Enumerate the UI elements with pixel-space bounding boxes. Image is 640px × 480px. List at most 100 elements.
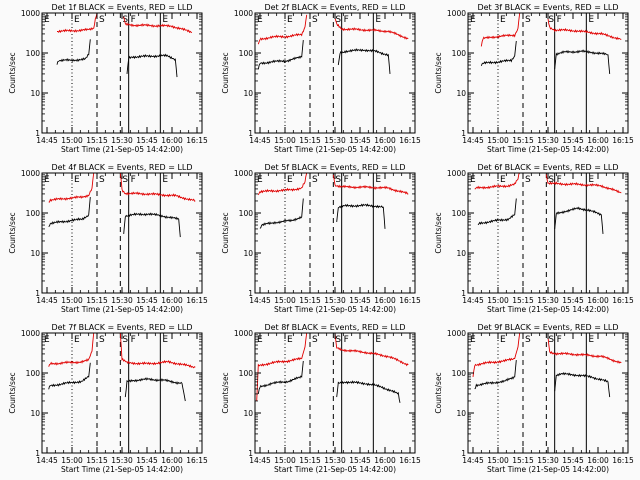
x-tick-label: 14:45 xyxy=(249,456,271,465)
y-tick-label: 100 xyxy=(452,369,467,378)
marker-label-s: S xyxy=(99,335,105,345)
y-tick-label: 100 xyxy=(452,209,467,218)
x-tick-label: 15:15 xyxy=(299,296,321,305)
y-tick-label: 1 xyxy=(35,449,40,458)
x-tick-label: 16:15 xyxy=(399,296,421,305)
x-tick-label: 15:45 xyxy=(562,456,584,465)
y-tick-label: 1 xyxy=(461,449,466,458)
y-tick-label: 10 xyxy=(456,89,466,98)
x-axis-label: Start Time (21-Sep-05 14:42:00) xyxy=(487,465,609,474)
x-tick-label: 15:00 xyxy=(274,456,296,465)
y-tick-label: 10 xyxy=(30,249,40,258)
y-tick-label: 1 xyxy=(35,129,40,138)
x-tick-label: 15:30 xyxy=(111,456,133,465)
y-tick-label: 1000 xyxy=(21,329,40,338)
events-series-line xyxy=(336,380,401,403)
x-tick-label: 15:15 xyxy=(86,136,108,145)
y-tick-label: 1 xyxy=(248,289,253,298)
marker-label-s: S xyxy=(548,335,554,345)
marker-label-s: S xyxy=(525,335,531,345)
x-tick-label: 16:00 xyxy=(161,456,183,465)
plot-frame xyxy=(467,332,629,454)
lld-series-line xyxy=(119,172,196,202)
panel-title: Det 1f BLACK = Events, RED = LLD xyxy=(51,3,192,12)
marker-label-s: S xyxy=(122,175,128,185)
x-tick-label: 15:15 xyxy=(86,456,108,465)
marker-label-f: F xyxy=(557,15,562,25)
x-tick-label: 16:15 xyxy=(186,136,208,145)
marker-label-s: S xyxy=(99,175,105,185)
plot-frame xyxy=(41,172,203,294)
x-axis-label: Start Time (21-Sep-05 14:42:00) xyxy=(274,465,396,474)
lld-series-line xyxy=(119,332,196,369)
x-tick-label: 14:45 xyxy=(36,296,58,305)
marker-label-e: E xyxy=(500,175,506,185)
lld-series-line xyxy=(334,17,409,40)
marker-label-e: E xyxy=(162,335,168,345)
marker-label-e: E xyxy=(44,175,50,185)
marker-label-s: S xyxy=(548,15,554,25)
x-axis-label: Start Time (21-Sep-05 14:42:00) xyxy=(274,305,396,314)
marker-label-e: E xyxy=(162,15,168,25)
marker-label-s: S xyxy=(312,175,318,185)
x-tick-label: 14:45 xyxy=(249,136,271,145)
x-tick-label: 15:15 xyxy=(512,136,534,145)
x-tick-label: 15:45 xyxy=(136,136,158,145)
x-tick-label: 16:00 xyxy=(161,136,183,145)
y-tick-label: 100 xyxy=(239,49,254,58)
x-tick-label: 16:15 xyxy=(186,456,208,465)
y-tick-label: 10 xyxy=(456,409,466,418)
events-series-line xyxy=(259,198,304,229)
x-tick-label: 15:30 xyxy=(324,136,346,145)
marker-label-e: E xyxy=(74,15,80,25)
y-tick-label: 10 xyxy=(243,409,253,418)
lld-series-line xyxy=(545,174,622,194)
x-tick-label: 15:00 xyxy=(61,296,83,305)
marker-label-e: E xyxy=(375,335,381,345)
marker-label-e: E xyxy=(500,335,506,345)
x-tick-label: 15:45 xyxy=(136,456,158,465)
x-tick-label: 14:45 xyxy=(249,296,271,305)
marker-label-e: E xyxy=(74,335,80,345)
y-tick-label: 10 xyxy=(243,89,253,98)
x-tick-label: 15:00 xyxy=(274,296,296,305)
x-tick-label: 16:15 xyxy=(612,296,634,305)
y-tick-label: 10 xyxy=(456,249,466,258)
y-tick-label: 10 xyxy=(30,89,40,98)
lld-series-line xyxy=(332,174,409,195)
panel-title: Det 8f BLACK = Events, RED = LLD xyxy=(264,323,405,332)
x-tick-label: 15:30 xyxy=(111,136,133,145)
panel-title: Det 9f BLACK = Events, RED = LLD xyxy=(477,323,618,332)
x-tick-label: 16:15 xyxy=(399,136,421,145)
x-tick-label: 16:15 xyxy=(612,456,634,465)
lld-series-line xyxy=(472,332,521,377)
x-tick-label: 15:15 xyxy=(512,296,534,305)
x-tick-label: 15:00 xyxy=(274,136,296,145)
panel-title: Det 6f BLACK = Events, RED = LLD xyxy=(477,163,618,172)
y-tick-label: 100 xyxy=(26,209,41,218)
marker-label-f: F xyxy=(131,15,136,25)
marker-label-f: F xyxy=(557,335,562,345)
x-tick-label: 16:15 xyxy=(399,456,421,465)
events-series-line xyxy=(126,53,178,78)
x-tick-label: 15:45 xyxy=(349,296,371,305)
marker-label-e: E xyxy=(588,15,594,25)
marker-label-e: E xyxy=(500,15,506,25)
marker-label-s: S xyxy=(335,335,341,345)
marker-label-f: F xyxy=(557,175,562,185)
y-tick-label: 100 xyxy=(239,369,254,378)
y-tick-label: 1000 xyxy=(21,169,40,178)
marker-label-e: E xyxy=(470,335,476,345)
marker-label-e: E xyxy=(257,335,263,345)
marker-label-s: S xyxy=(312,15,318,25)
events-series-line xyxy=(257,40,304,70)
x-axis-label: Start Time (21-Sep-05 14:42:00) xyxy=(61,305,183,314)
x-tick-label: 16:15 xyxy=(612,136,634,145)
x-tick-label: 15:45 xyxy=(562,296,584,305)
